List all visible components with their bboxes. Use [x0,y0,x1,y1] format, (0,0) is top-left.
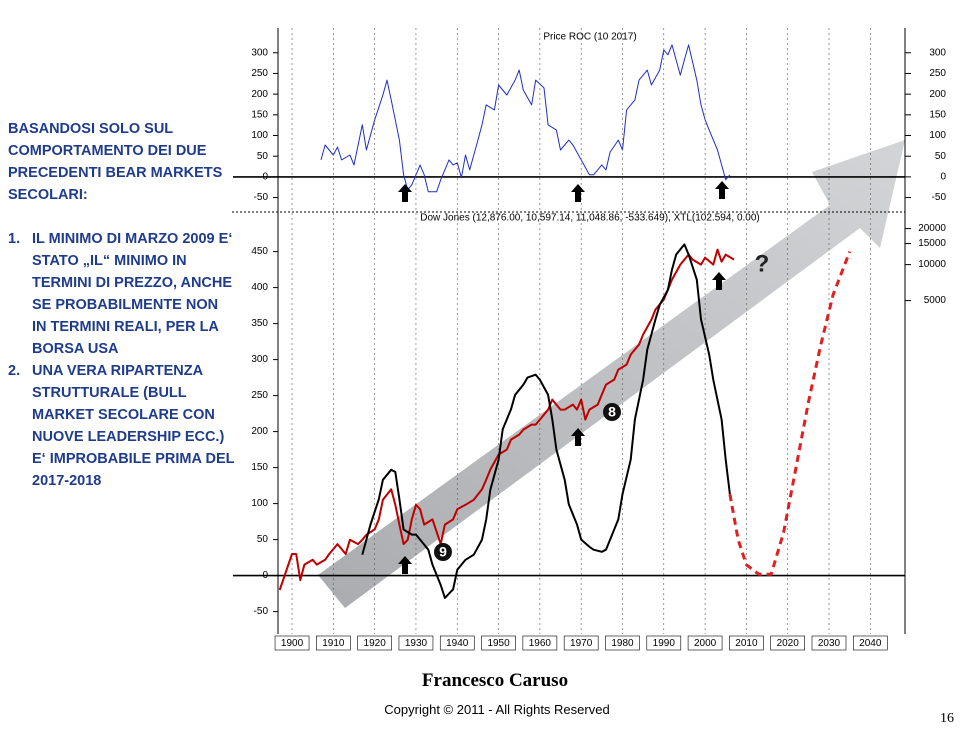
annotation-circle [434,543,452,561]
y-tick-label: 300 [251,47,268,58]
x-tick-box [522,635,558,651]
series-line [320,44,731,193]
y-tick-label: 250 [251,390,268,401]
item-text: IL MINIMO DI MARZO 2009 E‘ STATO „IL“ MI… [32,231,233,357]
x-tick-label: 2010 [735,638,758,649]
y2-tick-label: 150 [929,109,946,120]
item-number: 1. [8,231,21,247]
up-arrow [715,181,729,199]
y-tick-label: 150 [251,109,268,120]
y-tick-label: 0 [262,570,268,581]
up-arrow [398,556,412,574]
y2-tick-label: 5000 [924,295,947,306]
y-tick-label: 50 [257,151,269,162]
series-line [728,251,852,576]
x-tick-label: 2000 [694,638,717,649]
y-tick-label: -50 [254,606,269,617]
y2-tick-label: 200 [929,89,946,100]
y2-tick-label: 10000 [918,259,946,270]
x-tick-box [605,635,640,651]
top-title: Price ROC (10 2017) [543,32,636,43]
y-tick-label: 300 [251,354,268,365]
bottom-subtitle: Dow Jones (12,876.00, 10,597.14, 11,048.… [420,213,760,224]
y-tick-label: 200 [251,89,268,100]
heading: BASANDOSI SOLO SUL COMPORTAMENTO DEI DUE… [8,121,223,203]
x-tick-box [274,635,310,651]
arrows [398,181,729,574]
x-tick-label: 2020 [777,638,800,649]
copyright: Copyright © 2011 - All Rights Reserved [384,702,610,717]
text-block: BASANDOSI SOLO SUL COMPORTAMENTO DEI DUE… [8,118,236,492]
y-tick-label: -50 [254,192,269,203]
x-tick-label: 1950 [487,638,510,649]
x-tick-label: 1900 [281,638,304,649]
y2-tick-label: 50 [935,151,947,162]
y-tick-label: 450 [251,246,268,257]
page-number: 16 [940,711,954,726]
y2-tick-label: 300 [929,47,946,58]
x-tick-label: 1970 [570,638,593,649]
x-tick-box [729,635,764,651]
y-tick-label: 150 [251,462,268,473]
y2-tick-label: -50 [932,192,947,203]
up-arrow [571,428,585,446]
y2-tick-label: 250 [929,68,946,79]
series-line [361,243,731,599]
x-tick-box [770,635,805,651]
y2-tick-label: 0 [940,172,946,183]
x-tick-box [357,635,392,651]
x-tick-label: 1940 [446,638,469,649]
x-tick-box [687,635,723,651]
annotation: 8 [608,404,616,420]
y-tick-label: 50 [257,534,269,545]
x-tick-label: 2030 [818,638,841,649]
author: Francesco Caruso [421,670,569,691]
y2-tick-label: 15000 [918,238,946,249]
x-tick-box [398,635,434,651]
x-tick-box [316,635,351,651]
x-tick-label: 1920 [364,638,387,649]
x-tick-box [811,635,847,651]
x-tick-box [481,635,516,651]
x-tick-label: 1910 [322,638,345,649]
y2-tick-label: 20000 [918,223,946,234]
chart: Price ROC (10 2017) Dow Jones (12,876.00… [232,28,947,651]
x-tick-box [646,635,682,651]
x-tick-box [439,635,475,651]
x-tick-label: 1960 [529,638,552,649]
x-tick-box [563,635,599,651]
series-line [278,248,735,591]
up-arrow [571,184,585,202]
y-tick-label: 100 [251,498,268,509]
item-number: 2. [8,363,21,379]
list-item: 2. UNA VERA RIPARTENZA STRUTTURALE (BULL … [8,360,236,492]
annotation: 9 [439,544,447,560]
list-item: 1. IL MINIMO DI MARZO 2009 E‘ STATO „IL“ … [8,228,236,360]
up-arrow [712,272,726,290]
y-tick-label: 350 [251,318,268,329]
x-tick-label: 1930 [405,638,428,649]
y-tick-label: 200 [251,426,268,437]
y-tick-label: 250 [251,68,268,79]
x-tick-label: 2040 [859,638,882,649]
x-tick-label: 1980 [611,638,634,649]
annotation-circle [603,403,621,421]
annotation: ? [755,250,770,277]
up-arrow [398,184,412,202]
y-tick-label: 0 [262,172,268,183]
y-tick-label: 100 [251,130,268,141]
trend-arrow [318,140,905,608]
x-tick-label: 1990 [653,638,676,649]
item-text: UNA VERA RIPARTENZA STRUTTURALE (BULL MA… [32,363,235,489]
y2-tick-label: 100 [929,130,946,141]
y-tick-label: 400 [251,282,268,293]
x-tick-box [853,635,888,651]
